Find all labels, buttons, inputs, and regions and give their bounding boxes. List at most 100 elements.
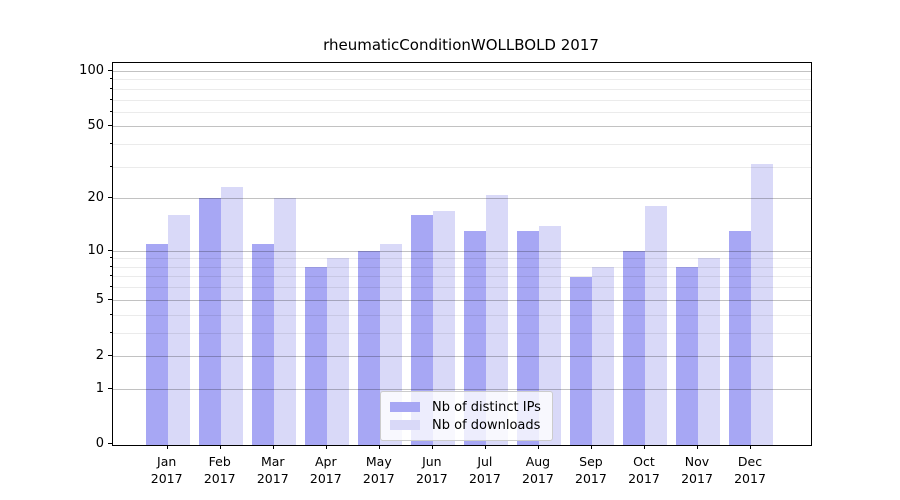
x-tick-label-feb: Feb 2017	[193, 453, 246, 487]
x-label-month: Jan	[157, 454, 177, 469]
bar-nb-of-downloads-apr	[326, 258, 349, 445]
bar-nb-of-downloads-nov	[698, 258, 720, 445]
bar-nb-of-distinct-ips-nov	[676, 266, 698, 445]
y-minor-tick-30	[110, 165, 112, 167]
plot-area: Nb of distinct IPs Nb of downloads	[112, 62, 812, 446]
x-label-year: 2017	[734, 471, 766, 486]
x-tick-label-may: May 2017	[352, 453, 405, 487]
bar-nb-of-downloads-sep	[591, 266, 614, 445]
y-tick-label-0: 0	[95, 436, 104, 451]
x-tick-label-jun: Jun 2017	[405, 453, 458, 487]
x-label-month: Dec	[737, 454, 763, 469]
legend: Nb of distinct IPs Nb of downloads	[380, 391, 553, 441]
x-label-year: 2017	[256, 471, 289, 486]
x-tick-sep	[590, 445, 592, 449]
x-tick-feb	[219, 445, 221, 449]
x-label-year: 2017	[309, 471, 342, 486]
legend-item-nb-of-distinct-ips: Nb of distinct IPs	[390, 398, 541, 416]
y-tick-0	[108, 443, 112, 444]
chart-title: rheumaticConditionWOLLBOLD 2017	[323, 36, 599, 54]
x-tick-label-aug: Aug 2017	[511, 453, 564, 487]
y-minor-tick-3	[110, 331, 112, 333]
x-tick-mar	[272, 445, 274, 449]
y-minor-tick-80	[110, 87, 112, 89]
x-label-year: 2017	[575, 471, 607, 486]
x-tick-apr	[325, 445, 327, 449]
y-tick-20	[108, 197, 112, 199]
x-tick-dec	[750, 445, 752, 449]
y-minor-tick-9	[110, 257, 112, 259]
y-minor-tick-6	[110, 286, 112, 288]
y-minor-tick-4	[110, 313, 112, 315]
x-tick-label-oct: Oct 2017	[617, 453, 670, 487]
legend-label: Nb of distinct IPs	[432, 399, 541, 415]
bar-nb-of-distinct-ips-oct	[622, 250, 645, 445]
x-label-month: Apr	[314, 454, 337, 469]
bar-nb-of-downloads-feb	[220, 187, 243, 445]
x-tick-may	[378, 445, 380, 449]
x-label-year: 2017	[150, 471, 183, 486]
bar-nb-of-downloads-oct	[644, 206, 667, 445]
legend-swatch	[390, 420, 420, 430]
bar-nb-of-downloads-jan	[167, 215, 190, 445]
y-tick-label-1: 1	[95, 380, 104, 396]
bar-nb-of-distinct-ips-dec	[729, 231, 752, 445]
x-label-year: 2017	[681, 471, 713, 486]
bar-nb-of-downloads-dec	[751, 164, 774, 445]
x-tick-label-mar: Mar 2017	[246, 453, 299, 487]
y-minor-tick-90	[110, 78, 112, 80]
x-tick-label-apr: Apr 2017	[299, 453, 352, 487]
x-tick-label-sep: Sep 2017	[564, 453, 617, 487]
x-label-month: Feb	[208, 454, 231, 469]
y-tick-label-2: 2	[95, 347, 104, 363]
y-tick-5	[108, 298, 112, 300]
bar-nb-of-distinct-ips-mar	[251, 243, 274, 445]
x-tick-label-dec: Dec 2017	[724, 453, 777, 487]
bar-nb-of-downloads-jul	[485, 194, 508, 445]
x-label-month: Sep	[579, 454, 603, 469]
x-label-year: 2017	[628, 471, 660, 486]
bar-nb-of-distinct-ips-jun	[410, 215, 433, 445]
x-tick-jun	[431, 445, 433, 449]
x-label-month: Aug	[525, 454, 551, 469]
legend-item-nb-of-downloads: Nb of downloads	[390, 416, 541, 434]
y-tick-2	[108, 354, 112, 356]
x-label-month: Jun	[422, 454, 442, 469]
x-label-month: May	[365, 454, 392, 469]
bar-nb-of-downloads-jun	[432, 210, 455, 445]
x-label-month: Jul	[477, 454, 493, 469]
y-tick-10	[108, 249, 112, 251]
x-label-month: Nov	[684, 454, 710, 469]
y-minor-tick-70	[110, 98, 112, 100]
y-minor-tick-7	[110, 275, 112, 277]
x-label-year: 2017	[468, 471, 501, 486]
y-minor-tick-60	[110, 110, 112, 112]
bar-nb-of-distinct-ips-jan	[145, 243, 168, 445]
x-tick-aug	[537, 445, 539, 449]
x-tick-oct	[643, 445, 645, 449]
x-tick-jul	[484, 445, 486, 449]
bar-nb-of-downloads-mar	[273, 198, 296, 445]
y-tick-label-20: 20	[87, 190, 104, 206]
y-tick-label-5: 5	[95, 291, 104, 307]
x-label-month: Oct	[633, 454, 655, 469]
y-tick-label-50: 50	[87, 118, 104, 134]
x-label-month: Mar	[260, 454, 285, 469]
legend-swatch	[390, 402, 420, 412]
x-tick-label-jan: Jan 2017	[140, 453, 193, 487]
x-label-year: 2017	[522, 471, 554, 486]
x-label-year: 2017	[415, 471, 448, 486]
y-tick-label-100: 100	[79, 63, 104, 78]
y-tick-50	[108, 125, 112, 127]
y-minor-tick-40	[110, 143, 112, 145]
legend-label: Nb of downloads	[432, 417, 541, 433]
y-tick-label-10: 10	[87, 242, 104, 258]
y-minor-tick-8	[110, 265, 112, 267]
x-label-year: 2017	[203, 471, 236, 486]
y-tick-100	[108, 70, 112, 71]
bar-nb-of-distinct-ips-sep	[569, 276, 592, 445]
bar-nb-of-downloads-aug	[538, 225, 561, 445]
bar-nb-of-distinct-ips-feb	[198, 198, 221, 445]
bar-nb-of-distinct-ips-may	[357, 250, 380, 445]
